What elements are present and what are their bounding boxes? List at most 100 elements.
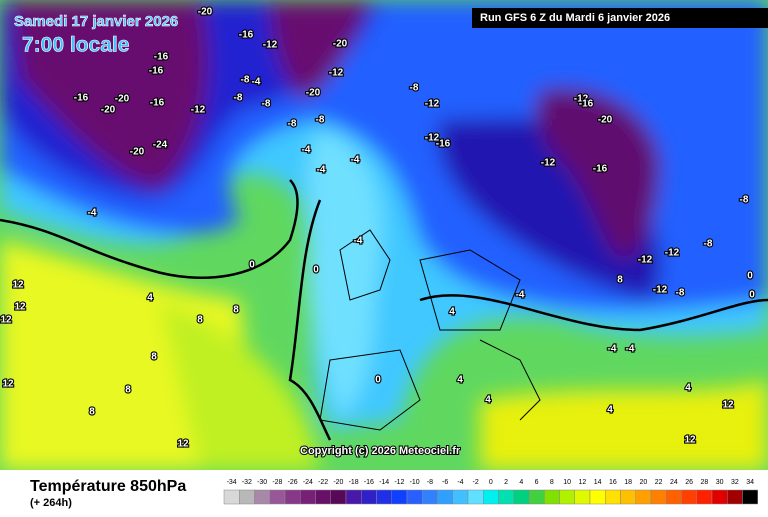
contour-label: 4	[457, 375, 463, 386]
contour-label: -4	[317, 165, 326, 176]
scale-swatch	[605, 489, 621, 505]
contour-label: -24	[153, 140, 168, 151]
contour-label: -4	[516, 290, 525, 301]
scale-label: -4	[457, 479, 463, 486]
contour-label: -16	[436, 139, 451, 150]
scale-label: 18	[624, 479, 632, 486]
run-box	[472, 8, 768, 28]
contour-label: -4	[626, 344, 635, 355]
scale-label: -12	[394, 479, 404, 486]
contour-label: 4	[685, 383, 691, 394]
scale-swatch	[269, 489, 286, 505]
contour-label: 0	[747, 271, 753, 282]
contour-label: -12	[574, 94, 589, 105]
scale-label: 2	[504, 479, 508, 486]
contour-label: -4	[354, 236, 363, 247]
contour-label: -4	[88, 208, 97, 219]
contour-label: 0	[749, 290, 755, 301]
contour-labels: -20-16-16-16 -20-20-16-20-24-16-12-8-8-4-…	[0, 6, 756, 451]
contour-label: 12	[12, 280, 24, 291]
contour-label: -12	[653, 285, 668, 296]
scale-label: 12	[578, 479, 586, 486]
scale-swatch	[437, 489, 453, 505]
contour-label: 4	[607, 405, 613, 416]
forecast-date: Samedi 17 janvier 2026	[14, 13, 178, 30]
contour-label: 4	[485, 395, 491, 406]
contour-label: -8	[740, 195, 749, 206]
contour-label: -12	[665, 248, 680, 259]
scale-swatch	[498, 489, 514, 505]
contour-label: -8	[234, 93, 243, 104]
scale-label: -22	[318, 479, 328, 486]
contour-label: 12	[14, 302, 26, 313]
scale-swatch	[528, 489, 545, 505]
scale-label: -10	[410, 479, 420, 486]
scale-swatch	[254, 489, 270, 505]
coastlines	[319, 229, 541, 431]
contour-label: -8	[676, 288, 685, 299]
scale-swatch	[589, 489, 606, 505]
map	[0, 0, 768, 470]
contour-label: -20	[333, 39, 348, 50]
contour-label: -16	[593, 164, 608, 175]
scale-swatch	[391, 489, 408, 505]
scale-swatch	[467, 489, 484, 505]
scale-label: -14	[379, 479, 389, 486]
legend-title: Température 850hPa	[30, 478, 186, 495]
scale-swatch	[300, 489, 316, 505]
scale-label: -6	[442, 479, 448, 486]
scale-label: 20	[639, 479, 647, 486]
scale-swatch	[513, 489, 530, 505]
scale-label: -34	[227, 479, 237, 486]
contour-label: -16	[579, 99, 594, 110]
scale-label: -24	[303, 479, 313, 486]
scale-swatch	[681, 489, 697, 505]
scale-label: -18	[349, 479, 359, 486]
contour-label: -4	[252, 77, 261, 88]
contour-label: -20	[130, 147, 145, 158]
scale-swatch	[650, 489, 667, 505]
contour-label: -20	[598, 115, 613, 126]
lead-time: (+ 264h)	[30, 497, 72, 509]
scale-label: 28	[700, 479, 708, 486]
contour-label: -8	[288, 119, 297, 130]
scale-swatch	[483, 489, 499, 505]
scale-label: 16	[609, 479, 617, 486]
contour-label: -8	[316, 115, 325, 126]
scale-swatch	[727, 489, 743, 505]
scale-label: 22	[655, 479, 663, 486]
contour-label: 8	[197, 315, 203, 326]
contour-label: 8	[151, 352, 157, 363]
scale-label: -26	[288, 479, 298, 486]
scale-swatch	[223, 489, 240, 505]
scale-swatch	[345, 489, 362, 505]
contour-label: 4	[147, 293, 153, 304]
scale-swatch	[422, 489, 438, 505]
scale-label: 8	[550, 479, 554, 486]
scale-label: 26	[685, 479, 693, 486]
scale-swatch	[544, 489, 560, 505]
contour-label: -12	[329, 68, 344, 79]
contour-label: -12	[425, 99, 440, 110]
scale-swatch	[666, 489, 682, 505]
contour-label: 0	[313, 265, 319, 276]
contour-label: -8	[410, 83, 419, 94]
scale-swatch	[452, 489, 469, 505]
scale-swatch	[574, 489, 591, 505]
scale-swatch	[330, 489, 347, 505]
contour-label: -12	[263, 40, 278, 51]
contour-label: -8	[704, 239, 713, 250]
contour-label: -20	[101, 105, 116, 116]
scale-swatch	[711, 489, 728, 505]
scale-label: 6	[535, 479, 539, 486]
contour-label: -12	[541, 158, 556, 169]
contour-label: -16	[74, 93, 89, 104]
contour-label: -20	[306, 88, 321, 99]
scale-label: -28	[272, 479, 282, 486]
contour-label: -16	[239, 30, 254, 41]
scale-label: 32	[731, 479, 739, 486]
scale-swatch	[696, 489, 713, 505]
contour-label: 12	[177, 439, 189, 450]
scale-label: 30	[716, 479, 724, 486]
